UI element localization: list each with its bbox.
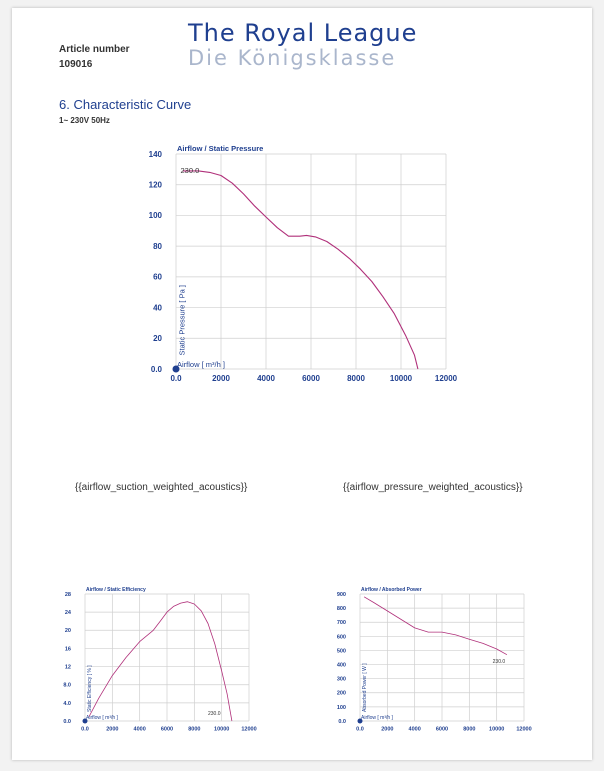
x-tick-label: 0.0 bbox=[170, 374, 182, 383]
y-tick-label: 0.0 bbox=[338, 719, 346, 725]
origin-marker bbox=[357, 718, 363, 724]
y-tick-label: 8.0 bbox=[63, 683, 71, 689]
static-efficiency-chart: 0.0 2000 4000 6000 8000 10000 12000 0.0 4.0 8.0 12… bbox=[63, 587, 256, 733]
y-tick-label: 600 bbox=[337, 634, 346, 640]
x-tick-label: 4000 bbox=[409, 727, 421, 733]
y-tick-label: 24 bbox=[65, 610, 72, 616]
section-subtitle: 1~ 230V 50Hz bbox=[59, 116, 110, 125]
x-axis-label: Airflow [ m³/h ] bbox=[361, 715, 394, 721]
brand-title: The Royal League bbox=[188, 19, 418, 47]
suction-acoustics-placeholder: {{airflow_suction_weighted_acoustics}} bbox=[75, 482, 248, 493]
x-tick-label: 6000 bbox=[302, 374, 320, 383]
y-tick-label: 0.0 bbox=[151, 365, 163, 374]
x-tick-label: 12000 bbox=[435, 374, 458, 383]
y-tick-label: 400 bbox=[337, 662, 346, 668]
y-tick-label: 12 bbox=[65, 664, 71, 670]
static-pressure-chart: 0.0 2000 4000 6000 8000 10000 12000 0.0 20 40 60 80… bbox=[149, 144, 458, 383]
x-tick-label: 0.0 bbox=[81, 727, 89, 733]
x-tick-label: 10000 bbox=[390, 374, 413, 383]
series-line bbox=[363, 596, 508, 656]
document-page bbox=[12, 8, 592, 760]
x-tick-label: 12000 bbox=[241, 727, 256, 733]
series-line bbox=[182, 170, 419, 370]
y-tick-label: 300 bbox=[337, 677, 346, 683]
chart-title: Airflow / Static Efficiency bbox=[86, 587, 146, 593]
x-tick-label: 4000 bbox=[134, 727, 146, 733]
y-axis-label: Absorbed Power [ W ] bbox=[362, 663, 368, 712]
series-label: 230.0 bbox=[208, 711, 221, 717]
x-tick-label: 4000 bbox=[257, 374, 275, 383]
y-tick-label: 20 bbox=[153, 334, 162, 343]
x-tick-label: 2000 bbox=[106, 727, 118, 733]
y-tick-label: 100 bbox=[337, 705, 346, 711]
x-tick-label: 12000 bbox=[516, 727, 531, 733]
article-number-value: 109016 bbox=[59, 59, 93, 70]
y-tick-label: 120 bbox=[149, 181, 163, 190]
y-axis-label: Static Pressure [ Pa ] bbox=[178, 285, 187, 355]
series-label: 230.0 bbox=[181, 166, 200, 175]
y-axis-label: Static Efficiency [ % ] bbox=[87, 665, 93, 712]
y-tick-label: 140 bbox=[149, 150, 163, 159]
x-tick-label: 2000 bbox=[381, 727, 393, 733]
series-line bbox=[88, 601, 233, 722]
x-tick-label: 6000 bbox=[436, 727, 448, 733]
brand-subtitle: Die Königsklasse bbox=[188, 46, 397, 70]
x-tick-label: 0.0 bbox=[356, 727, 364, 733]
y-tick-label: 80 bbox=[153, 242, 162, 251]
y-tick-label: 200 bbox=[337, 691, 346, 697]
x-tick-label: 2000 bbox=[212, 374, 230, 383]
x-tick-label: 8000 bbox=[347, 374, 365, 383]
y-tick-label: 700 bbox=[337, 620, 346, 626]
y-tick-label: 800 bbox=[337, 606, 346, 612]
origin-marker bbox=[172, 365, 180, 373]
y-tick-label: 16 bbox=[65, 646, 71, 652]
y-tick-label: 28 bbox=[65, 592, 71, 598]
pressure-acoustics-placeholder: {{airflow_pressure_weighted_acoustics}} bbox=[343, 482, 523, 493]
y-tick-label: 40 bbox=[153, 303, 162, 312]
origin-marker bbox=[82, 718, 88, 724]
x-tick-label: 6000 bbox=[161, 727, 173, 733]
y-tick-label: 4.0 bbox=[63, 701, 71, 707]
series-label: 230.0 bbox=[493, 659, 506, 665]
x-axis-label: Airflow [ m³/h ] bbox=[86, 715, 119, 721]
x-tick-label: 8000 bbox=[188, 727, 200, 733]
y-tick-label: 100 bbox=[149, 211, 163, 220]
article-number-label: Article number bbox=[59, 44, 130, 55]
x-axis-label: Airflow [ m³/h ] bbox=[177, 360, 225, 369]
y-tick-label: 900 bbox=[337, 592, 346, 598]
y-tick-label: 0.0 bbox=[63, 719, 71, 725]
section-title: 6. Characteristic Curve bbox=[59, 97, 192, 112]
y-tick-label: 20 bbox=[65, 628, 71, 634]
chart-title: Airflow / Absorbed Power bbox=[361, 587, 422, 593]
y-tick-label: 60 bbox=[153, 273, 162, 282]
absorbed-power-chart: 0.0 2000 4000 6000 8000 10000 12000 0.0 100 200 30… bbox=[337, 587, 532, 733]
y-tick-label: 500 bbox=[337, 648, 346, 654]
x-tick-label: 10000 bbox=[489, 727, 504, 733]
chart-title: Airflow / Static Pressure bbox=[177, 144, 263, 153]
x-tick-label: 8000 bbox=[463, 727, 475, 733]
x-tick-label: 10000 bbox=[214, 727, 229, 733]
